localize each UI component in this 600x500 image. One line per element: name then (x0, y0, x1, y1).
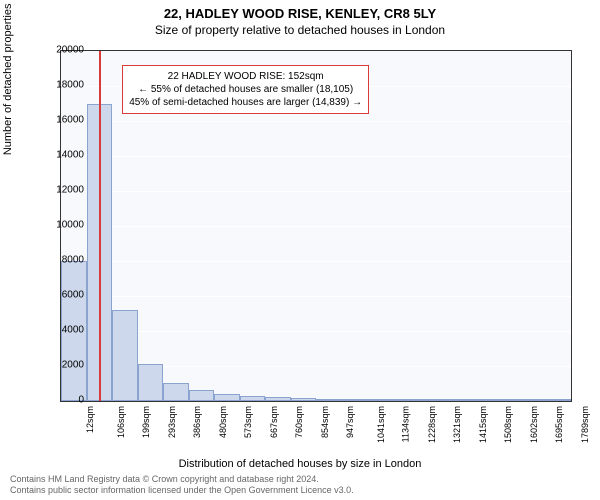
x-tick-label: 1695sqm (554, 406, 564, 443)
x-tick-label: 199sqm (141, 406, 151, 438)
x-axis-label: Distribution of detached houses by size … (0, 458, 600, 470)
histogram-bar (418, 399, 444, 401)
x-tick-label: 1602sqm (529, 406, 539, 443)
y-tick-label: 6000 (44, 290, 84, 301)
annotation-line: 45% of semi-detached houses are larger (… (129, 96, 362, 109)
property-marker-line (99, 51, 101, 401)
x-tick-label: 480sqm (218, 406, 228, 438)
x-tick-label: 106sqm (116, 406, 126, 438)
histogram-bar (214, 394, 240, 401)
grid-line (61, 156, 571, 157)
grid-line (61, 296, 571, 297)
y-tick-label: 8000 (44, 255, 84, 266)
histogram-bar (495, 399, 521, 401)
annotation-box: 22 HADLEY WOOD RISE: 152sqm← 55% of deta… (122, 65, 369, 114)
histogram-bar (112, 310, 138, 401)
y-tick-label: 14000 (44, 150, 84, 161)
x-tick-label: 386sqm (192, 406, 202, 438)
y-tick-label: 0 (44, 395, 84, 406)
plot-area: 22 HADLEY WOOD RISE: 152sqm← 55% of deta… (60, 50, 572, 402)
y-tick-label: 20000 (44, 45, 84, 56)
x-tick-label: 1508sqm (503, 406, 513, 443)
chart-title: 22, HADLEY WOOD RISE, KENLEY, CR8 5LY (0, 0, 600, 21)
x-tick-label: 1321sqm (452, 406, 462, 443)
histogram-bar (316, 399, 342, 401)
annotation-line: ← 55% of detached houses are smaller (18… (129, 83, 362, 96)
x-tick-label: 293sqm (167, 406, 177, 438)
footer-line2: Contains public sector information licen… (10, 485, 354, 496)
histogram-bar (469, 399, 495, 401)
x-tick-label: 667sqm (269, 406, 279, 438)
x-tick-label: 760sqm (294, 406, 304, 438)
footer-line1: Contains HM Land Registry data © Crown c… (10, 474, 354, 485)
x-tick-label: 854sqm (320, 406, 330, 438)
annotation-line: 22 HADLEY WOOD RISE: 152sqm (129, 70, 362, 83)
histogram-bar (444, 399, 470, 401)
grid-line (61, 331, 571, 332)
chart-container: 22, HADLEY WOOD RISE, KENLEY, CR8 5LY Si… (0, 0, 600, 500)
x-tick-label: 1789sqm (580, 406, 590, 443)
grid-line (61, 191, 571, 192)
x-tick-label: 1415sqm (478, 406, 488, 443)
y-tick-label: 2000 (44, 360, 84, 371)
histogram-bar (291, 398, 317, 401)
histogram-bar (265, 397, 291, 401)
grid-line (61, 261, 571, 262)
histogram-bar (240, 396, 266, 401)
y-axis-label: Number of detached properties (2, 4, 14, 156)
histogram-bar (546, 399, 572, 401)
y-tick-label: 12000 (44, 185, 84, 196)
x-tick-label: 12sqm (85, 406, 95, 433)
histogram-bar (367, 399, 393, 401)
histogram-bar (138, 364, 164, 401)
y-tick-label: 16000 (44, 115, 84, 126)
x-tick-label: 573sqm (243, 406, 253, 438)
x-tick-label: 1134sqm (400, 406, 410, 442)
x-tick-label: 947sqm (345, 406, 355, 438)
y-tick-label: 18000 (44, 80, 84, 91)
y-tick-label: 10000 (44, 220, 84, 231)
histogram-bar (393, 399, 419, 401)
histogram-bar (520, 399, 546, 401)
y-tick-label: 4000 (44, 325, 84, 336)
chart-subtitle: Size of property relative to detached ho… (0, 21, 600, 37)
histogram-bar (189, 390, 215, 401)
histogram-bar (163, 383, 189, 401)
grid-line (61, 121, 571, 122)
x-tick-label: 1041sqm (376, 406, 386, 443)
grid-line (61, 226, 571, 227)
x-tick-label: 1228sqm (427, 406, 437, 443)
footer-attribution: Contains HM Land Registry data © Crown c… (10, 474, 354, 496)
histogram-bar (342, 399, 368, 401)
